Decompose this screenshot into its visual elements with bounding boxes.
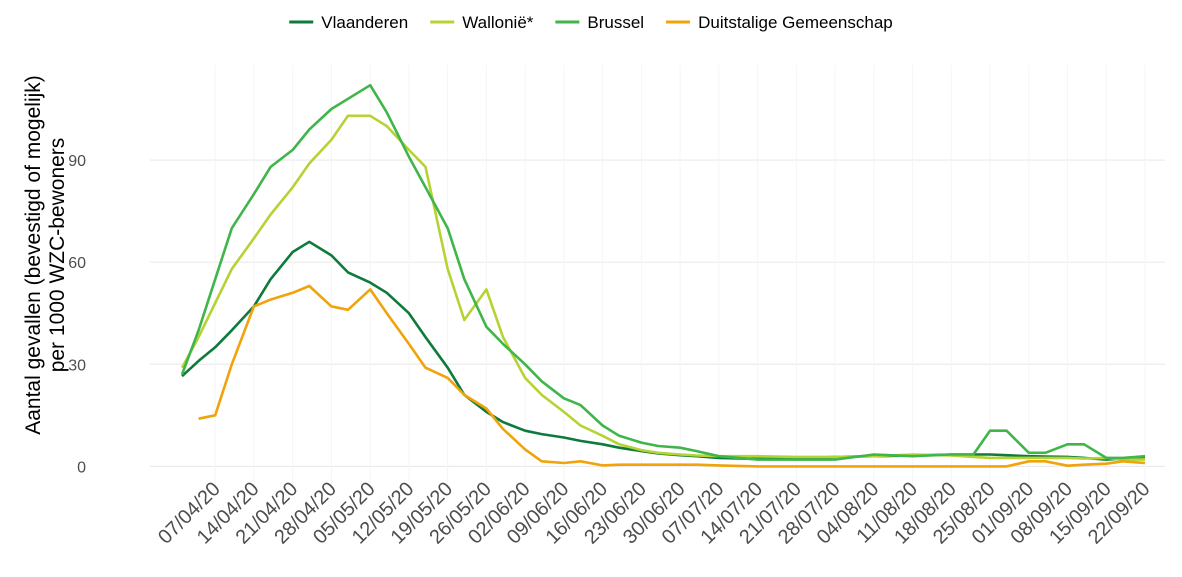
- y-tick-label: 30: [68, 357, 86, 374]
- y-tick-label: 60: [68, 255, 86, 272]
- series-line: [180, 114, 1145, 461]
- legend-label: Brussel: [587, 13, 644, 32]
- series-line: [198, 284, 1146, 468]
- y-tick-label: 90: [68, 153, 86, 170]
- y-axis-title: Aantal gevallen (bevestigd of mogelijk): [22, 75, 45, 435]
- series-line: [181, 240, 1146, 461]
- legend-label: Wallonië*: [462, 13, 534, 32]
- series-line: [180, 83, 1146, 461]
- y-tick-label: 0: [77, 459, 86, 476]
- legend-label: Duitstalige Gemeenschap: [698, 13, 893, 32]
- legend: Vlaanderen Wallonië* Brussel Duitstalige Ge…: [289, 13, 893, 32]
- y-axis-title: per 1000 WZC-bewoners: [46, 138, 69, 373]
- legend-label: Vlaanderen: [321, 13, 408, 32]
